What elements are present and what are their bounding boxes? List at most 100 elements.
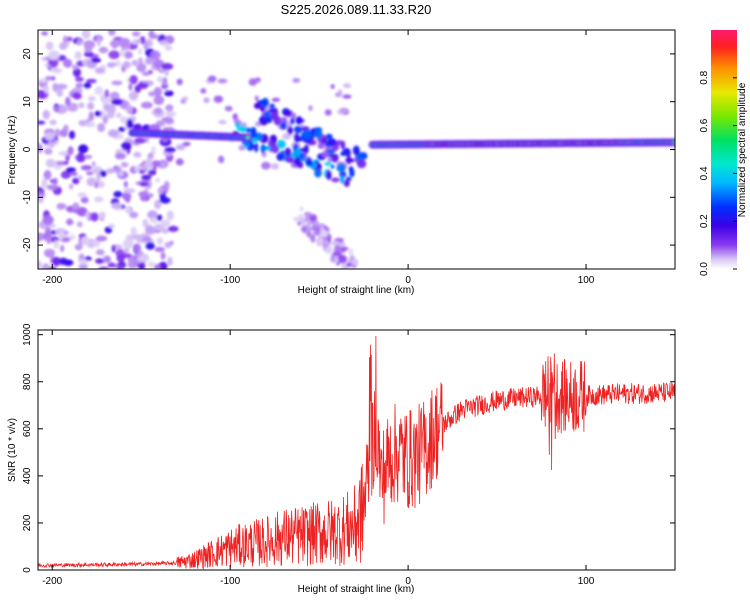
spectrogram-y-tick-label: 10	[22, 96, 33, 108]
spectrogram-cell	[319, 229, 329, 238]
spectrogram-cell	[283, 109, 292, 117]
spectrogram-cell	[164, 90, 174, 97]
spectrogram-cell	[330, 254, 336, 263]
spectrogram-cell	[324, 109, 332, 116]
spectrogram-cell	[144, 225, 157, 235]
spectrogram-cell	[156, 237, 163, 245]
spectrogram-cell	[96, 36, 102, 47]
spectrogram-cell	[324, 161, 332, 166]
spectrogram-cell	[43, 170, 52, 180]
spectrogram-cell	[348, 247, 354, 258]
spectrogram-cell	[41, 263, 50, 269]
spectrogram-cell	[58, 151, 70, 156]
spectrogram-cell	[71, 64, 79, 70]
spectrogram-cell	[118, 126, 126, 133]
spectrogram-cell	[341, 246, 346, 253]
spectrogram-cell	[77, 259, 89, 265]
spectrogram-cell	[148, 261, 156, 268]
spectrogram-cell	[68, 183, 74, 190]
spectrogram-cell	[72, 177, 80, 185]
spectrogram-cell	[60, 170, 71, 179]
spectrogram-cell	[55, 83, 68, 90]
spectrogram-cell	[167, 225, 179, 232]
spectrogram-cell	[58, 229, 65, 240]
colorbar-tick-label: 0.6	[699, 118, 710, 132]
spectrogram-cell	[163, 181, 170, 190]
spectrogram-cell	[169, 240, 174, 245]
spectrogram-x-tick-label: -100	[220, 275, 240, 286]
spectrogram-cell	[93, 196, 104, 203]
spectrogram-cell	[270, 163, 280, 170]
spectrogram-cell	[343, 147, 350, 154]
spectrogram-cell	[303, 144, 309, 154]
spectrogram-cell	[94, 86, 104, 96]
spectrogram-cell	[260, 144, 266, 154]
spectrogram-cell	[110, 98, 123, 106]
spectrogram-cell	[157, 187, 164, 195]
spectrogram-cell	[128, 83, 133, 91]
spectrogram-cell	[200, 88, 207, 94]
spectrogram-x-axis: -200 -100 0 100	[42, 30, 595, 286]
snr-x-tick-label: 0	[405, 576, 411, 587]
spectrogram-x-label: Height of straight line (km)	[298, 285, 415, 296]
spectrogram-cell	[76, 221, 83, 228]
spectrogram-cell	[154, 263, 161, 269]
snr-frame	[37, 329, 676, 571]
spectrogram-cell	[270, 110, 278, 120]
spectrogram-cell	[175, 158, 184, 166]
spectrogram-cell	[38, 260, 42, 269]
spectrogram-cell	[73, 209, 86, 215]
spectrogram-cell	[131, 59, 138, 66]
spectrogram-cell	[138, 83, 149, 88]
spectrogram-cell	[38, 89, 43, 99]
spectrogram-cell	[254, 95, 259, 102]
spectrogram-cell	[256, 132, 263, 141]
spectrogram-cell	[85, 78, 97, 84]
spectrogram-cell	[161, 137, 169, 143]
spectrogram-cell	[152, 166, 157, 171]
spectrogram-cell	[325, 133, 333, 140]
spectrogram-cell	[153, 86, 163, 97]
spectrogram-cell	[80, 196, 89, 204]
spectrogram-cell	[95, 258, 105, 264]
spectrogram-cell	[261, 161, 271, 170]
spectrogram-cell	[94, 110, 102, 117]
spectrogram-cell	[164, 44, 173, 51]
spectrogram-cell	[45, 41, 54, 51]
colorbar-label: Normalized spectral amplitude	[737, 82, 748, 217]
spectrogram-cell	[292, 78, 301, 83]
spectrogram-cell	[139, 181, 150, 187]
spectrogram-cell	[290, 117, 295, 125]
spectrogram-cell	[153, 95, 165, 106]
spectrogram-cell	[104, 255, 111, 263]
spectrogram-cell	[352, 145, 360, 156]
spectrogram-cell	[56, 203, 66, 210]
spectrogram-x-tick-label: -200	[42, 275, 62, 286]
spectrogram-cell	[151, 160, 161, 168]
spectrogram-cell	[109, 91, 120, 101]
spectrogram-cell	[134, 84, 142, 93]
spectrogram-cell	[271, 143, 280, 154]
spectrogram-cell	[314, 168, 322, 178]
spectrogram-cell	[238, 144, 246, 151]
colorbar-tick-label: 0.8	[699, 70, 710, 84]
spectrogram-cell	[133, 151, 142, 158]
spectrogram-cell	[158, 40, 169, 46]
snr-x-tick-label: 100	[578, 576, 595, 587]
spectrogram-cell	[259, 117, 265, 122]
snr-y-tick-label: 1000	[22, 323, 33, 346]
spectrogram-cell	[263, 110, 271, 119]
spectrogram-cell	[83, 51, 94, 58]
spectrogram-cell	[114, 166, 122, 174]
spectrogram-cell	[41, 31, 49, 36]
spectrogram-cell	[109, 39, 122, 48]
spectrogram-cell	[322, 239, 328, 250]
spectrogram-cell	[91, 161, 96, 167]
spectrogram-cell	[164, 118, 175, 125]
spectrogram-cell	[294, 133, 300, 143]
spectrogram-cell	[121, 204, 126, 210]
spectrogram-cell	[104, 226, 113, 234]
spectrogram-cell	[131, 31, 141, 37]
spectrogram-cell	[117, 265, 124, 269]
spectrogram-cell	[155, 120, 166, 127]
